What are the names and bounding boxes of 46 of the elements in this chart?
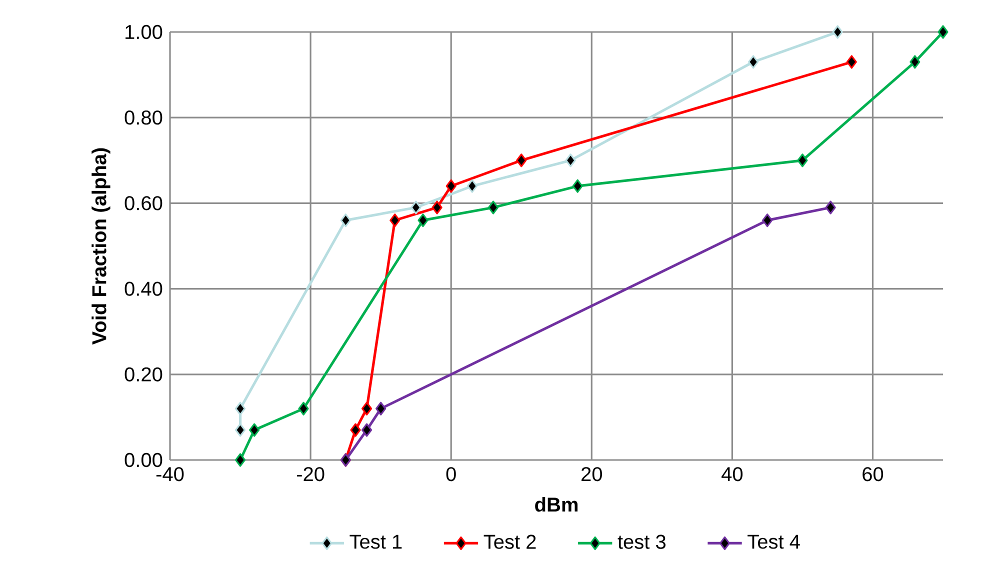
y-tick-label: 0.60 xyxy=(124,196,162,210)
point xyxy=(410,200,422,214)
point xyxy=(797,154,808,168)
x-tick-label: 40 xyxy=(722,467,743,482)
point xyxy=(249,423,260,437)
point xyxy=(234,423,246,437)
point xyxy=(846,55,857,69)
x-tick-label: 60 xyxy=(862,467,884,482)
point xyxy=(234,402,246,416)
point xyxy=(938,25,948,39)
point xyxy=(488,200,499,214)
point xyxy=(910,55,920,69)
point xyxy=(516,154,527,168)
y-tick-label: 0.40 xyxy=(124,282,162,296)
legend-label: Test 2 xyxy=(484,534,536,549)
point xyxy=(748,55,759,69)
point xyxy=(234,453,246,467)
point xyxy=(361,402,372,416)
x-tick-label: 20 xyxy=(582,467,602,482)
point xyxy=(565,154,576,168)
point xyxy=(446,179,456,193)
point xyxy=(572,179,583,193)
point xyxy=(418,214,428,228)
point xyxy=(376,402,386,416)
x-axis-title: dBm xyxy=(535,497,578,512)
point xyxy=(390,214,400,228)
legend-label: Test 1 xyxy=(350,534,402,549)
point xyxy=(298,402,309,416)
point xyxy=(466,179,478,193)
y-axis-title: Void Fraction (alpha) xyxy=(92,148,110,345)
legend-label: test 3 xyxy=(618,534,666,549)
point xyxy=(350,423,361,437)
point xyxy=(762,214,773,228)
x-tick-label: -20 xyxy=(296,467,324,482)
x-tick-label: 0 xyxy=(446,467,456,482)
y-tick-label: 1.00 xyxy=(126,24,162,40)
point xyxy=(825,200,836,214)
y-tick-label: 0.80 xyxy=(124,110,162,125)
x-tick-label: -40 xyxy=(156,467,184,482)
point xyxy=(340,214,351,228)
point xyxy=(832,25,843,39)
y-tick-label: 0.00 xyxy=(124,452,162,468)
legend-label: Test 4 xyxy=(748,534,800,549)
point xyxy=(432,200,442,214)
y-tick-label: 0.20 xyxy=(124,367,162,382)
point xyxy=(361,423,372,437)
